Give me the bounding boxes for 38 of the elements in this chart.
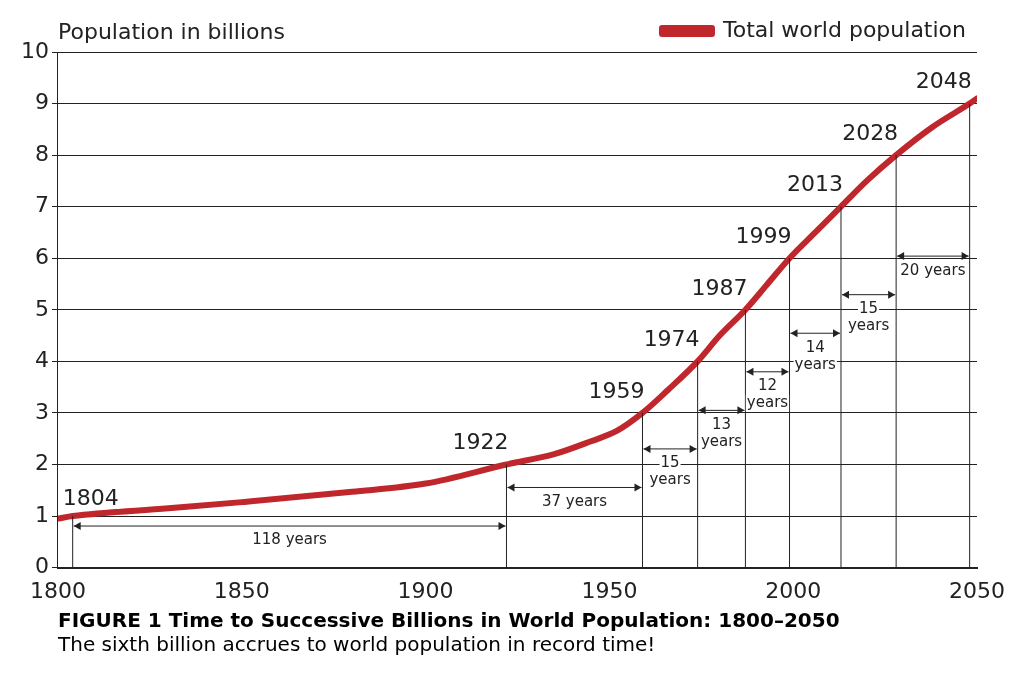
annotation: 1959 (588, 377, 645, 403)
x-tick-label: 1850 (213, 577, 270, 603)
annotation: 1804 (62, 484, 119, 510)
y-tick-label: 10 (20, 37, 49, 63)
x-tick-label: 2050 (949, 577, 1006, 603)
annotation: 2028 (842, 119, 899, 145)
x-tick-label: 1950 (581, 577, 638, 603)
annotation: 118 years (252, 530, 328, 549)
y-tick-label: 2 (34, 450, 49, 476)
y-tick-label: 4 (34, 347, 49, 373)
annotation: 2013 (786, 171, 843, 197)
y-tick-label: 5 (34, 295, 49, 321)
annotation: 1974 (643, 326, 700, 352)
annotation: 12 years (746, 376, 789, 412)
annotation: 1987 (691, 274, 748, 300)
annotation: 37 years (541, 491, 608, 510)
x-tick-label: 1800 (29, 577, 86, 603)
text: The sixth billion accrues to world population in record time! (58, 632, 657, 656)
x-tick-label: 2000 (765, 577, 822, 603)
y-tick-label: 3 (34, 398, 49, 424)
annotation: 1922 (452, 429, 509, 455)
annotation: 1999 (735, 222, 792, 248)
y-tick-label: 0 (34, 553, 49, 579)
y-tick-label: 1 (34, 501, 49, 527)
annotation: 15 years (847, 299, 890, 335)
y-tick-label: 7 (34, 192, 49, 218)
annotation: 2048 (915, 68, 972, 94)
legend-label: Total world population (721, 16, 967, 42)
y-tick-label: 6 (34, 243, 49, 269)
annotation: 20 years (900, 260, 966, 279)
y-tick-label: 9 (34, 89, 49, 115)
annotation: 14 years (794, 337, 837, 373)
y-tick-label: 8 (34, 140, 49, 166)
annotation: 13 years (700, 414, 743, 450)
x-tick-label: 1900 (397, 577, 454, 603)
annotation: 15 years (649, 453, 691, 489)
y-axis-title: Population in billions (57, 18, 285, 44)
text: FIGURE 1 Time to Successive Billions in World Population: 1800–2050 (58, 608, 841, 632)
